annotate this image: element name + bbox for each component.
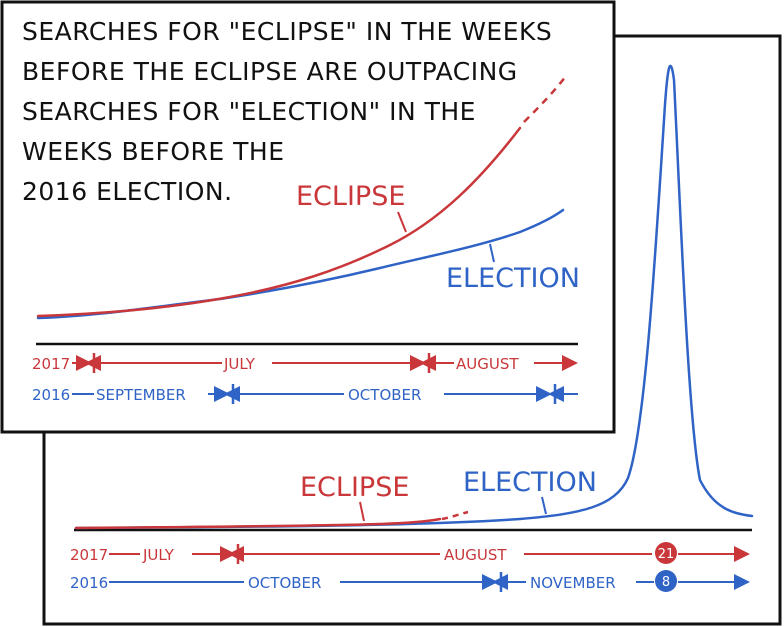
- front-eclipse-label: ECLIPSE: [296, 181, 405, 212]
- back-marker-21-label: 21: [658, 547, 675, 562]
- back-month-october: OCTOBER: [248, 574, 321, 592]
- back-year-2017: 2017: [70, 546, 108, 564]
- back-election-pointer: [541, 496, 547, 515]
- front-title: SEARCHES FOR "ECLIPSE" IN THE WEEKS BEFO…: [22, 17, 552, 206]
- back-axis-row-2017: 2017 JULY AUGUST 21: [70, 542, 750, 564]
- front-eclipse-line: [36, 126, 522, 318]
- front-eclipse-pointer: [397, 211, 407, 233]
- back-eclipse-pointer: [359, 501, 365, 522]
- title-line-3: SEARCHES FOR "ELECTION" IN THE: [22, 97, 476, 126]
- back-election-label: ELECTION: [463, 467, 597, 498]
- back-marker-21: [655, 542, 677, 564]
- back-eclipse-label: ECLIPSE: [300, 472, 409, 503]
- front-panel-frame: [0, 0, 616, 434]
- back-marker-8-label: 8: [662, 575, 670, 590]
- title-line-5: 2016 ELECTION.: [22, 177, 233, 206]
- title-line-2: BEFORE THE ECLIPSE ARE OUTPACING: [22, 57, 518, 86]
- front-month-july: JULY: [223, 355, 256, 373]
- back-election-line: [74, 64, 754, 530]
- front-panel: SEARCHES FOR "ECLIPSE" IN THE WEEKS BEFO…: [0, 0, 616, 434]
- front-month-september: SEPTEMBER: [96, 386, 186, 404]
- back-month-november: NOVEMBER: [530, 574, 616, 592]
- front-axis-row-2016: 2016 SEPTEMBER OCTOBER: [32, 384, 578, 404]
- front-eclipse-projection: [523, 75, 567, 123]
- back-marker-8: [655, 570, 677, 592]
- front-election-pointer: [489, 243, 495, 263]
- back-year-2016: 2016: [70, 574, 108, 592]
- front-month-august: AUGUST: [456, 355, 519, 373]
- back-month-july: JULY: [142, 546, 175, 564]
- back-month-august: AUGUST: [444, 546, 507, 564]
- front-axis-row-2017: 2017 JULY AUGUST: [32, 353, 578, 373]
- title-line-4: WEEKS BEFORE THE: [22, 137, 285, 166]
- back-eclipse-projection: [441, 510, 469, 521]
- front-year-2017: 2017: [32, 355, 70, 373]
- front-month-october: OCTOBER: [348, 386, 421, 404]
- front-year-2016: 2016: [32, 386, 70, 404]
- back-eclipse-line: [74, 517, 442, 530]
- title-line-1: SEARCHES FOR "ECLIPSE" IN THE WEEKS: [22, 17, 552, 46]
- front-election-label: ELECTION: [446, 263, 580, 294]
- back-axis-row-2016: 2016 OCTOBER NOVEMBER 8: [70, 570, 750, 592]
